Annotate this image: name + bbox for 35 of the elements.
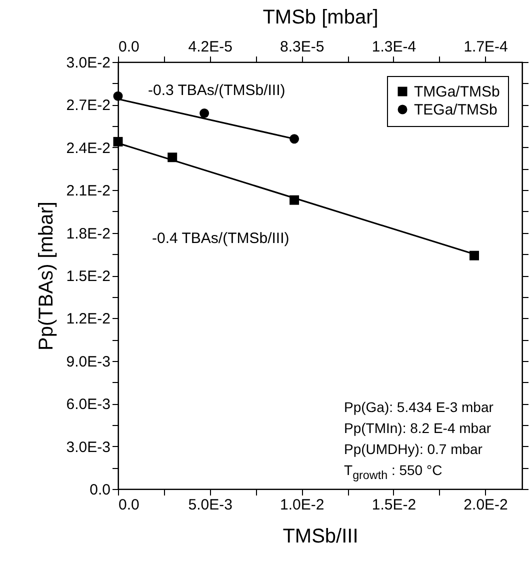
y-tick-label: 1.5E-2 xyxy=(66,268,110,285)
y-tick-label: 1.2E-2 xyxy=(66,310,110,328)
y-tick-label: 2.1E-2 xyxy=(66,182,110,200)
point xyxy=(113,91,123,101)
point xyxy=(470,250,479,260)
annotation: -0.3 TBAs/(TMSb/III) xyxy=(148,82,286,100)
x-tick-label: 1.5E-2 xyxy=(372,496,416,514)
y-tick-label: 1.8E-2 xyxy=(66,225,110,242)
x2-axis-title: TMSb [mbar] xyxy=(262,6,378,28)
y-tick-label: 3.0E-2 xyxy=(66,54,110,72)
point xyxy=(200,108,210,118)
y-axis-title: Pp(TBAs) [mbar] xyxy=(35,202,58,350)
x-tick-label: 2.0E-2 xyxy=(464,496,508,514)
y-tick-label: 2.4E-2 xyxy=(66,140,110,157)
x-tick-label: 1.0E-2 xyxy=(280,496,324,514)
x2-tick-label: 1.3E-4 xyxy=(372,38,416,56)
x2-tick-label: 8.3E-5 xyxy=(280,38,324,56)
x2-tick-label: 1.7E-4 xyxy=(464,38,508,56)
legend-label: TEGa/TMSb xyxy=(414,102,498,118)
x-tick-label: 5.0E-3 xyxy=(188,496,232,514)
annotation: Pp(UMDHy): 0.7 mbar xyxy=(344,440,484,459)
x-tick-label: 0.0 xyxy=(118,496,140,514)
y-tick-label: 3.0E-3 xyxy=(66,438,110,456)
x2-tick-label: 0.0 xyxy=(118,38,140,56)
y-tick-label: 0.0 xyxy=(90,482,110,498)
legend-label: TMGa/TMSb xyxy=(414,84,500,100)
annotation: Pp(Ga): 5.434 E-3 mbar xyxy=(344,398,494,417)
x2-tick-label: 4.2E-5 xyxy=(188,38,232,56)
y-tick-label: 9.0E-3 xyxy=(66,353,110,370)
annotation: -0.4 TBAs/(TMSb/III) xyxy=(152,230,290,248)
y-tick-label: 2.7E-2 xyxy=(66,97,110,114)
x-axis-title: TMSb/III xyxy=(282,526,358,548)
y-tick-label: 6.0E-3 xyxy=(66,396,110,414)
annotation: Pp(TMIn): 8.2 E-4 mbar xyxy=(344,419,492,438)
annotation: T$_{growth}$ : 550 °C xyxy=(344,461,444,484)
